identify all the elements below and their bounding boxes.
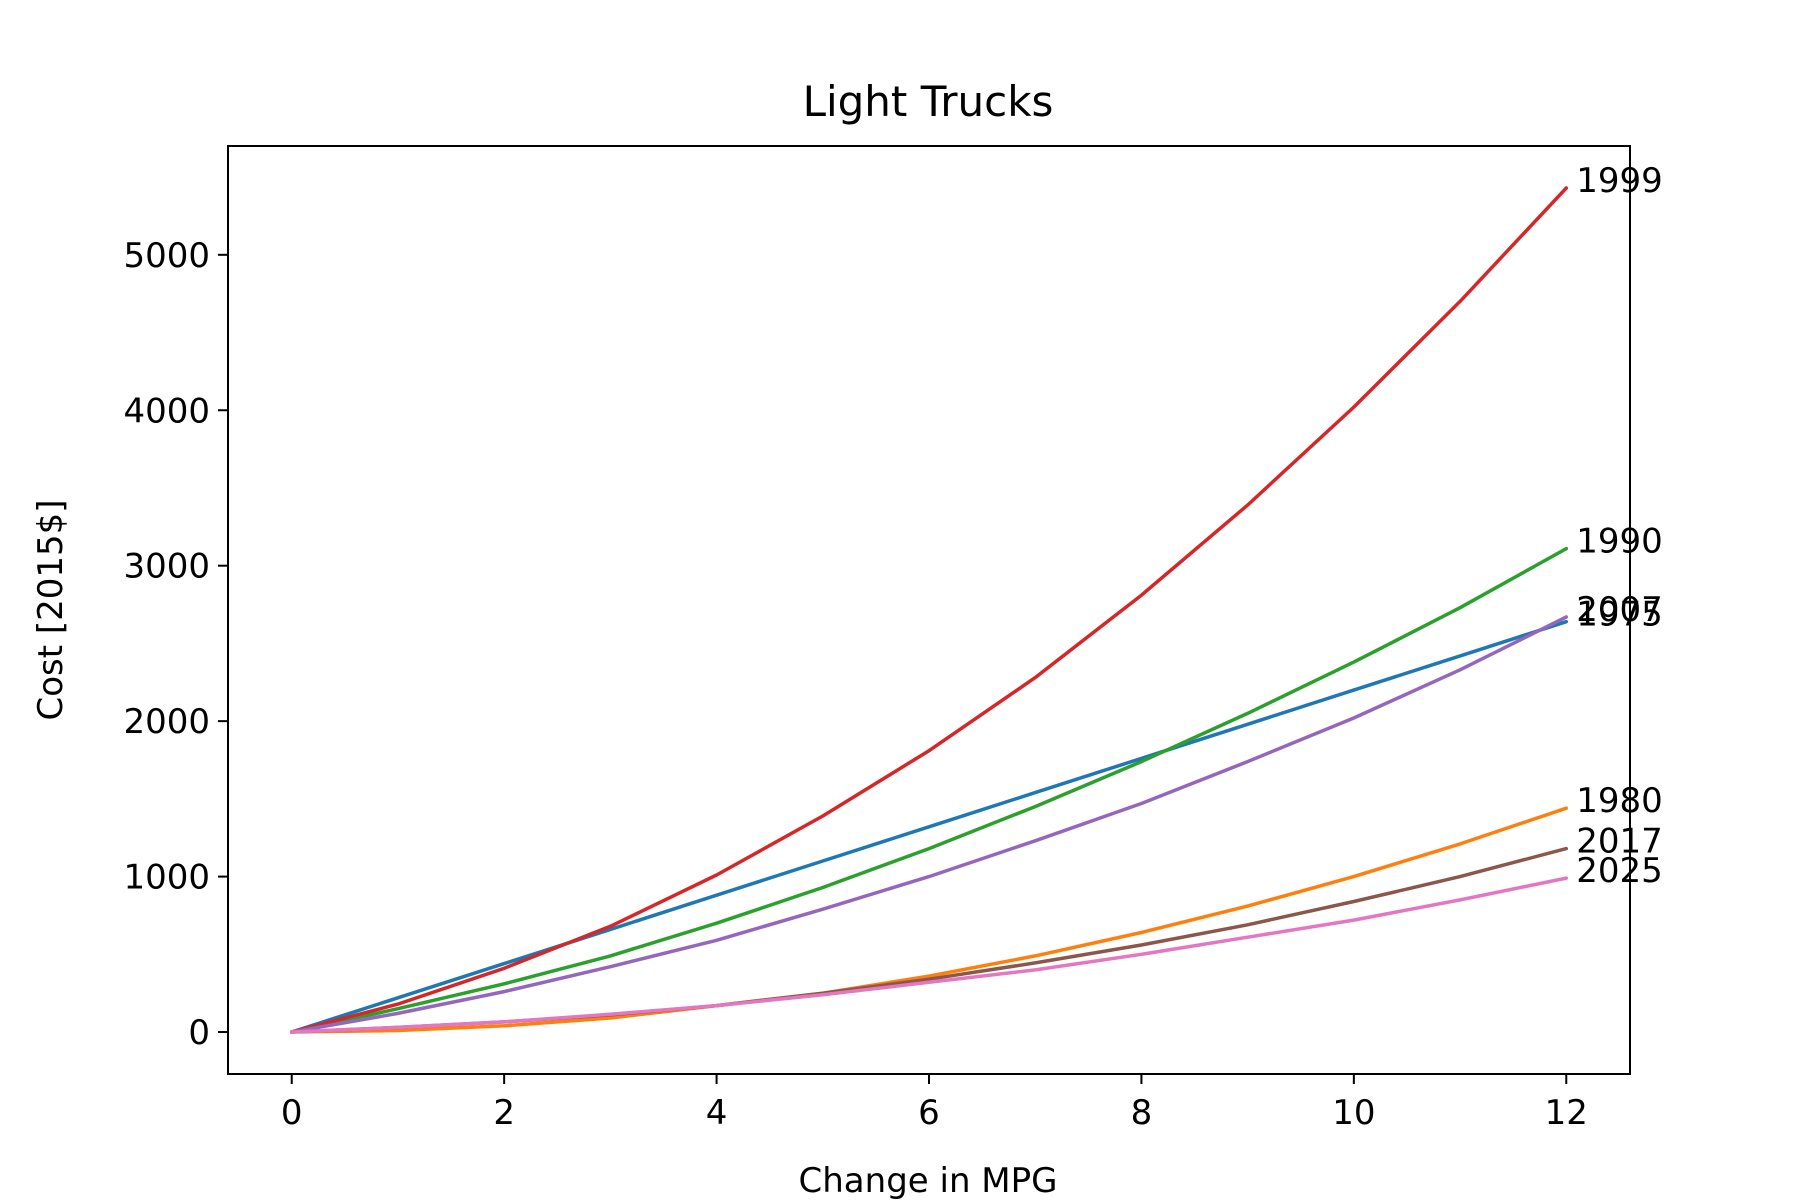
series-line-1990 (289, 546, 1569, 1034)
end-label-1975: 1975 (1576, 595, 1663, 635)
x-tick-label: 0 (281, 1093, 303, 1133)
series-line-1999 (289, 186, 1569, 1034)
series-line-1975 (289, 619, 1569, 1034)
y-axis-label: Cost [2015$] (31, 499, 71, 720)
series-line-2025 (289, 876, 1569, 1034)
y-tick-label: 4000 (123, 391, 210, 431)
end-label-1980: 1980 (1576, 781, 1663, 821)
y-tick-label: 3000 (123, 547, 210, 587)
series-layer (289, 186, 1569, 1034)
x-tick-label: 2 (493, 1093, 515, 1133)
x-tick-label: 6 (918, 1093, 940, 1133)
end-label-2017: 2017 (1576, 822, 1663, 862)
y-tick-label: 2000 (123, 702, 210, 742)
y-tick-label: 5000 (123, 236, 210, 276)
plot-frame (227, 145, 1631, 1075)
end-label-2007: 2007 (1576, 590, 1663, 630)
chart-title: Light Trucks (803, 77, 1054, 126)
x-tick-label: 4 (706, 1093, 728, 1133)
y-tick-label: 1000 (123, 858, 210, 898)
end-label-2025: 2025 (1576, 851, 1663, 891)
series-line-1980 (289, 806, 1569, 1034)
end-label-1999: 1999 (1576, 161, 1663, 201)
x-tick-label: 12 (1545, 1093, 1588, 1133)
end-label-1990: 1990 (1576, 522, 1663, 562)
y-tick-label: 0 (188, 1013, 210, 1053)
x-axis: 0 2 4 6 8 10 12 (281, 1074, 1588, 1133)
series-line-2007 (289, 615, 1569, 1034)
x-tick-label: 10 (1332, 1093, 1375, 1133)
x-axis-label: Change in MPG (799, 1161, 1058, 1200)
x-tick-label: 8 (1131, 1093, 1153, 1133)
y-axis: 0 1000 2000 3000 4000 5000 (123, 236, 228, 1053)
